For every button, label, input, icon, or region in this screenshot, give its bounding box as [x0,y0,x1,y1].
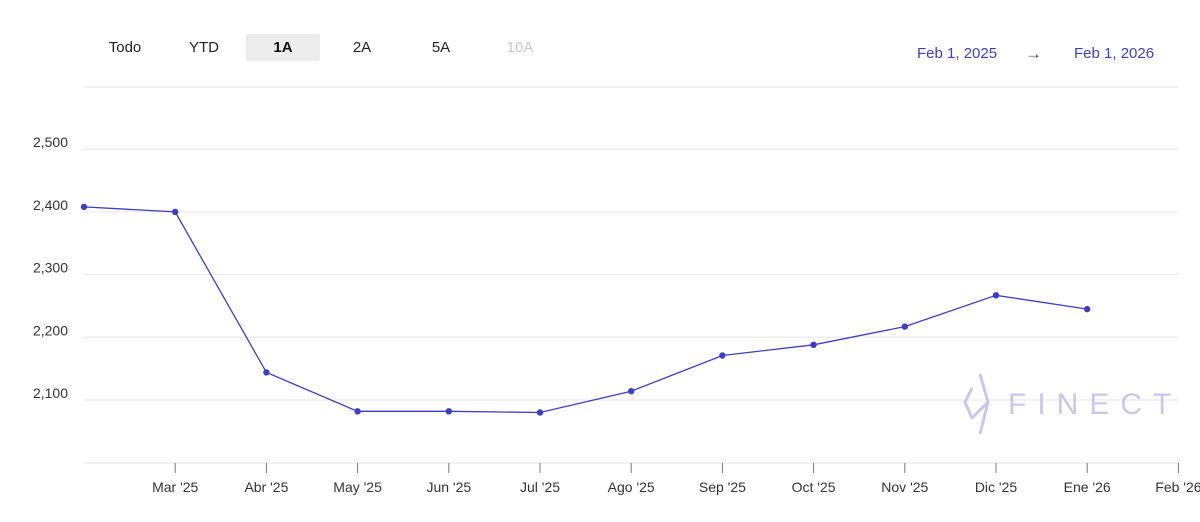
finect-logo: FINECT [963,373,1177,435]
x-tick-label: Oct '25 [792,479,836,495]
x-tick-label: Jul '25 [520,479,560,495]
x-tick-label: Jun '25 [426,479,471,495]
x-tick-label: Dic '25 [975,479,1018,495]
x-tick-label: Mar '25 [152,479,198,495]
data-point [901,323,908,330]
arrow-right-icon: → [1025,44,1042,63]
range-button-1y[interactable]: 1A [246,34,320,61]
data-point [445,408,452,415]
y-tick-label: 2,500 [33,134,68,150]
x-tick-label: Feb '26 [1155,479,1200,495]
data-point [628,388,635,395]
data-point [172,208,179,216]
y-axis: 2,100 2,200 2,300 2,400 2,500 [33,134,68,401]
y-tick-label: 2,200 [33,322,68,338]
data-point [719,352,726,359]
x-tick-label: Ene '26 [1064,479,1111,495]
x-tick-label: Abr '25 [244,479,288,495]
data-point [992,292,1000,299]
finect-mark-icon [963,373,990,435]
range-button-ytd[interactable]: YTD [189,39,219,56]
data-point [263,369,270,376]
date-from-input[interactable]: Feb 1, 2025 [917,45,998,62]
data-point [354,408,361,415]
data-point [80,203,88,211]
y-tick-label: 2,400 [33,197,68,213]
x-tick-label: Sep '25 [699,479,746,495]
data-point [810,341,817,348]
range-button-5y[interactable]: 5A [431,39,451,56]
x-tick-label: Ago '25 [608,479,655,495]
range-button-10y: 10A [506,39,534,56]
range-button-all[interactable]: Todo [108,39,142,56]
x-axis: Mar '25 Abr '25 May '25 Jun '25 Jul '25 Ago '… [84,462,1200,495]
range-selector: Todo YTD 1A 2A 5A 10A [88,34,562,62]
series-line [83,206,1088,414]
date-to-input[interactable]: Feb 1, 2026 [1074,45,1155,62]
y-tick-label: 2,100 [33,385,68,401]
x-tick-label: May '25 [333,479,382,495]
data-point [536,409,544,416]
series-points [80,203,1091,416]
grid-lines [84,148,1178,401]
data-point [1084,305,1091,313]
y-tick-label: 2,300 [33,260,68,276]
finect-logo-text: FINECT [1008,388,1177,421]
date-range: Feb 1, 2025 → Feb 1, 2026 [900,44,1170,64]
x-tick-label: Nov '25 [881,479,928,495]
range-button-2y[interactable]: 2A [352,39,372,56]
